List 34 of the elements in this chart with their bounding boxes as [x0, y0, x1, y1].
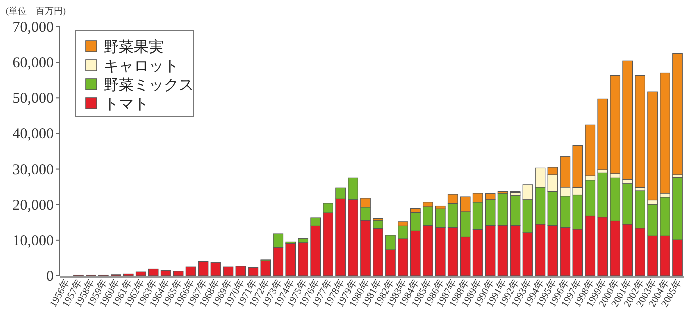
bar [186, 266, 196, 276]
bar [210, 262, 222, 276]
y-tick-label: 30,000 [12, 162, 54, 178]
legend-label: トマト [104, 97, 149, 113]
bar [610, 75, 621, 174]
y-tick-label: 70,000 [12, 20, 54, 36]
y-tick-label: 0 [46, 269, 54, 285]
bar [648, 92, 658, 201]
bar [660, 72, 670, 194]
legend-label: 野菜ミックス [104, 77, 194, 94]
bar [672, 53, 683, 176]
bar [298, 242, 309, 276]
bar [173, 271, 184, 276]
bar [635, 75, 646, 188]
bar [598, 98, 608, 170]
y-tick-label: 40,000 [12, 126, 54, 143]
bar [160, 270, 172, 276]
bar [148, 268, 159, 276]
y-tick-label: 20,000 [12, 198, 54, 214]
legend-label: 野菜果実 [104, 39, 164, 56]
y-tick-label: 50,000 [12, 91, 54, 108]
bar [260, 260, 272, 276]
bar [286, 243, 296, 276]
bar [198, 261, 209, 276]
bar [248, 268, 259, 276]
legend-label: キャロット [104, 59, 179, 75]
bar [585, 124, 596, 176]
bar [236, 266, 246, 276]
text: (単位 百万円) [6, 6, 66, 16]
bar [136, 272, 146, 276]
bar [622, 60, 634, 180]
bar [223, 266, 234, 276]
y-tick-label: 10,000 [12, 233, 54, 250]
y-tick-label: 60,000 [12, 56, 54, 72]
